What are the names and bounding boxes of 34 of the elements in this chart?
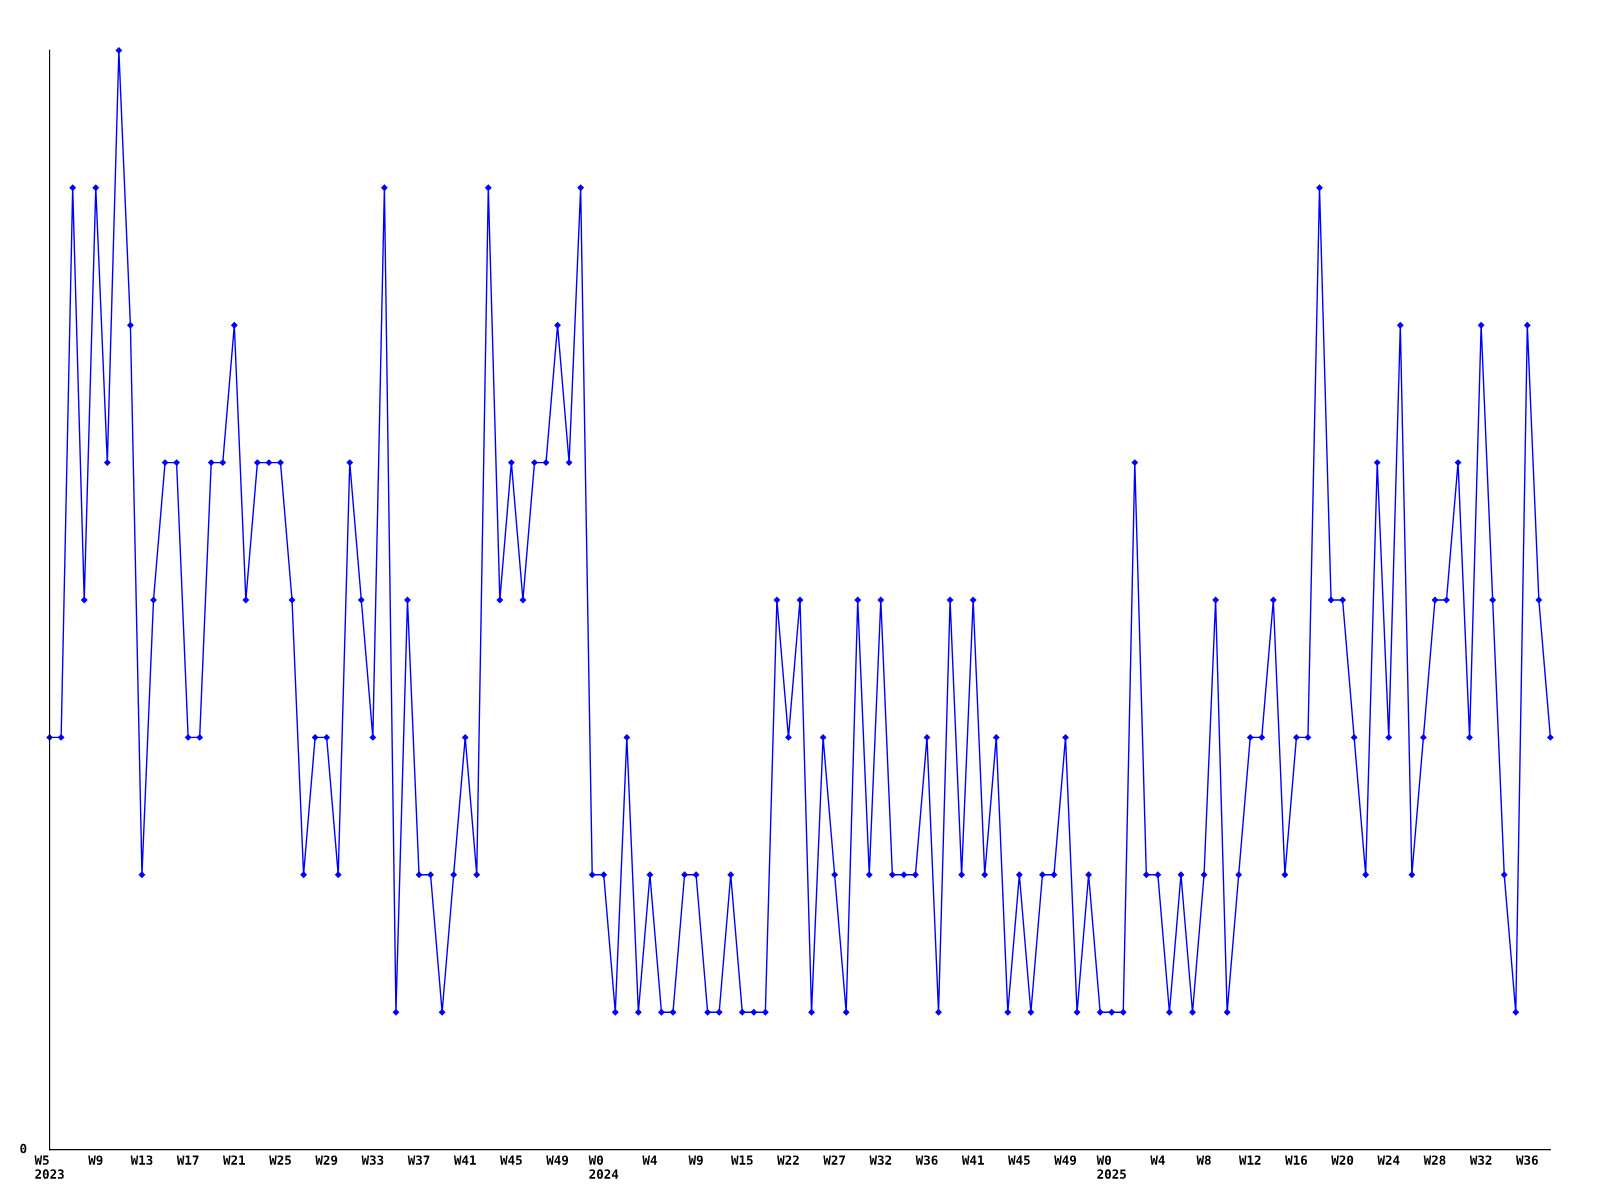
x-tick-label: W32 [1469, 1155, 1492, 1165]
x-tick-label: W33 [361, 1155, 384, 1165]
x-tick-label: W9 [88, 1155, 103, 1165]
x-tick-label: W15 [730, 1155, 753, 1165]
x-tick-label: W22 [777, 1155, 799, 1165]
x-tick-label: W16 [1285, 1155, 1308, 1165]
x-tick-label: W25 [269, 1155, 291, 1165]
x-tick-label: W4 [1150, 1155, 1165, 1165]
x-tick-label: W12 [1238, 1155, 1261, 1165]
x-tick-label: W36 [1516, 1155, 1538, 1165]
x-tick-label: W41 [453, 1155, 476, 1165]
x-tick-label: W20 [1331, 1155, 1354, 1165]
x-tick-label: W45 [1008, 1155, 1030, 1165]
x-tick-label: W29 [315, 1155, 338, 1165]
x-tick-label: W45 [500, 1155, 522, 1165]
x-tick-label: W24 [1377, 1155, 1400, 1165]
x-tick-label: W5 2023 [34, 1155, 64, 1179]
x-tick-label: W32 [869, 1155, 892, 1165]
x-tick-label: W36 [915, 1155, 938, 1165]
x-tick-label: W0 2025 [1096, 1155, 1126, 1179]
x-tick-label: W4 [642, 1155, 657, 1165]
x-tick-label: W21 [223, 1155, 245, 1165]
x-tick-label: W0 2024 [588, 1155, 619, 1179]
x-tick-label: W13 [130, 1155, 153, 1165]
x-tick-label: W8 [1196, 1155, 1211, 1165]
x-tick-label: W27 [823, 1155, 845, 1165]
x-tick-label: W28 [1423, 1155, 1446, 1165]
text: 0 [20, 1143, 27, 1154]
x-tick-label: W41 [961, 1155, 984, 1165]
x-tick-label: W17 [176, 1155, 199, 1165]
x-tick-label: W49 [546, 1155, 569, 1165]
x-tick-label: W37 [407, 1155, 430, 1165]
x-tick-label: W9 [688, 1155, 703, 1165]
x-tick-label: W49 [1054, 1155, 1077, 1165]
